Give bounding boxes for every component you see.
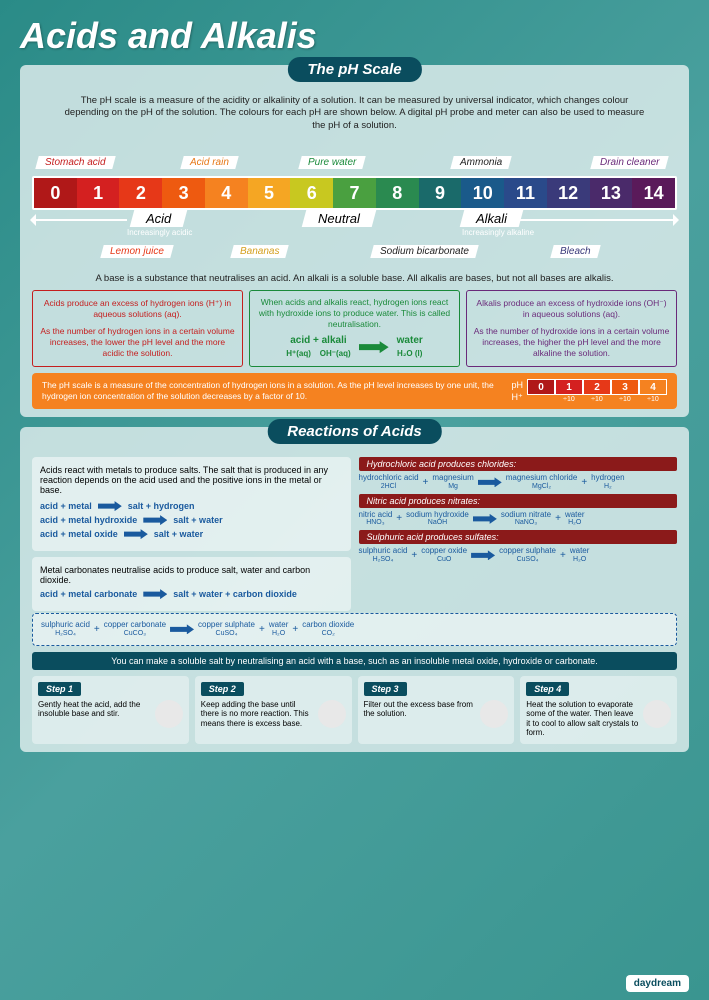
step-icon: [643, 700, 671, 728]
conc-cell: 4: [639, 379, 667, 395]
ph-cell: 2: [119, 178, 162, 208]
carbonate-word-eq: acid + metal carbonatesalt + water + car…: [40, 589, 343, 599]
ph-cell: 9: [419, 178, 462, 208]
step-box: Step 1Gently heat the acid, add the inso…: [32, 676, 189, 744]
daydream-logo: daydream: [626, 975, 689, 992]
ph-region: Acid: [130, 210, 188, 227]
ph-region-sub: Increasingly acidic: [127, 228, 192, 237]
ph-label: Stomach acid: [35, 156, 115, 169]
ph-cell: 12: [547, 178, 590, 208]
word-equation: acid + metalsalt + hydrogen: [40, 501, 343, 511]
section-title-1: The pH Scale: [287, 57, 421, 82]
chemical-equation: hydrochloric acid2HCl+magnesiumMgmagnesi…: [359, 474, 678, 490]
info-column: When acids and alkalis react, hydrogen i…: [249, 290, 460, 367]
chemical-equation: nitric acidHNO₃+sodium hydroxideNaOHsodi…: [359, 511, 678, 527]
conc-cell: 1: [555, 379, 583, 395]
word-equation: acid + metal oxidesalt + water: [40, 529, 343, 539]
ph-cell: 7: [333, 178, 376, 208]
concentration-box: The pH scale is a measure of the concent…: [32, 373, 677, 409]
ph-label: Bleach: [550, 245, 600, 258]
ph-cell: 0: [34, 178, 77, 208]
ph-cell: 6: [290, 178, 333, 208]
ph-label: Ammonia: [450, 156, 512, 169]
carbonate-equation-box: sulphuric acidH₂SO₄+copper carbonateCuCO…: [32, 613, 677, 645]
step-icon: [155, 700, 183, 728]
ph-label: Sodium bicarbonate: [370, 245, 478, 258]
step-title: Step 1: [38, 682, 81, 696]
info-column: Alkalis produce an excess of hydroxide i…: [466, 290, 677, 367]
conc-cell: 2: [583, 379, 611, 395]
step-box: Step 2Keep adding the base until there i…: [195, 676, 352, 744]
ph-cell: 8: [376, 178, 419, 208]
conc-divisor: ÷10: [555, 396, 583, 403]
word-equation: acid + metal hydroxidesalt + water: [40, 515, 343, 525]
ph-cell: 13: [590, 178, 633, 208]
ph-label: Drain cleaner: [590, 156, 669, 169]
conc-text: The pH scale is a measure of the concent…: [42, 380, 501, 402]
reaction-header: Sulphuric acid produces sulfates:: [359, 530, 678, 544]
conc-divisor: ÷10: [611, 396, 639, 403]
reaction-header: Hydrochloric acid produces chlorides:: [359, 457, 678, 471]
carbonate-box: Metal carbonates neutralise acids to pro…: [32, 557, 351, 611]
base-definition: A base is a substance that neutralises a…: [32, 273, 677, 284]
reaction-header: Nitric acid produces nitrates:: [359, 494, 678, 508]
ph-label: Pure water: [298, 156, 366, 169]
chemical-equation: sulphuric acidH₂SO₄+copper oxideCuOcoppe…: [359, 547, 678, 563]
conc-cell: 3: [611, 379, 639, 395]
ph-intro: The pH scale is a measure of the acidity…: [32, 95, 677, 138]
soluble-salt-note: You can make a soluble salt by neutralis…: [32, 652, 677, 670]
ph-label: Bananas: [230, 245, 289, 258]
conc-divisor: ÷10: [639, 396, 667, 403]
reactions-intro-box: Acids react with metals to produce salts…: [32, 457, 351, 551]
ph-cell: 11: [504, 178, 547, 208]
ph-label: Lemon juice: [100, 245, 173, 258]
ph-label: Acid rain: [180, 156, 238, 169]
section-title-2: Reactions of Acids: [267, 419, 441, 444]
ph-cell: 5: [248, 178, 291, 208]
info-column: Acids produce an excess of hydrogen ions…: [32, 290, 243, 367]
ph-region: Neutral: [302, 210, 376, 227]
ph-cell: 1: [77, 178, 120, 208]
ph-region: Alkali: [460, 210, 524, 227]
ph-scale-section: The pH Scale The pH scale is a measure o…: [20, 65, 689, 417]
step-title: Step 3: [364, 682, 407, 696]
ph-cell: 4: [205, 178, 248, 208]
step-box: Step 4Heat the solution to evaporate som…: [520, 676, 677, 744]
step-icon: [480, 700, 508, 728]
step-title: Step 4: [526, 682, 569, 696]
step-title: Step 2: [201, 682, 244, 696]
ph-cell: 14: [632, 178, 675, 208]
step-icon: [318, 700, 346, 728]
conc-cell: 0: [527, 379, 555, 395]
ph-cell: 3: [162, 178, 205, 208]
ph-scale-widget: Stomach acid Acid rain Pure water Ammonia Dr…: [32, 156, 677, 265]
reactions-section: Reactions of Acids Acids react with meta…: [20, 427, 689, 752]
ph-region-sub: Increasingly alkaline: [462, 228, 534, 237]
step-box: Step 3Filter out the excess base from th…: [358, 676, 515, 744]
page-title: Acids and Alkalis: [20, 15, 689, 57]
ph-cell: 10: [461, 178, 504, 208]
conc-divisor: ÷10: [583, 396, 611, 403]
